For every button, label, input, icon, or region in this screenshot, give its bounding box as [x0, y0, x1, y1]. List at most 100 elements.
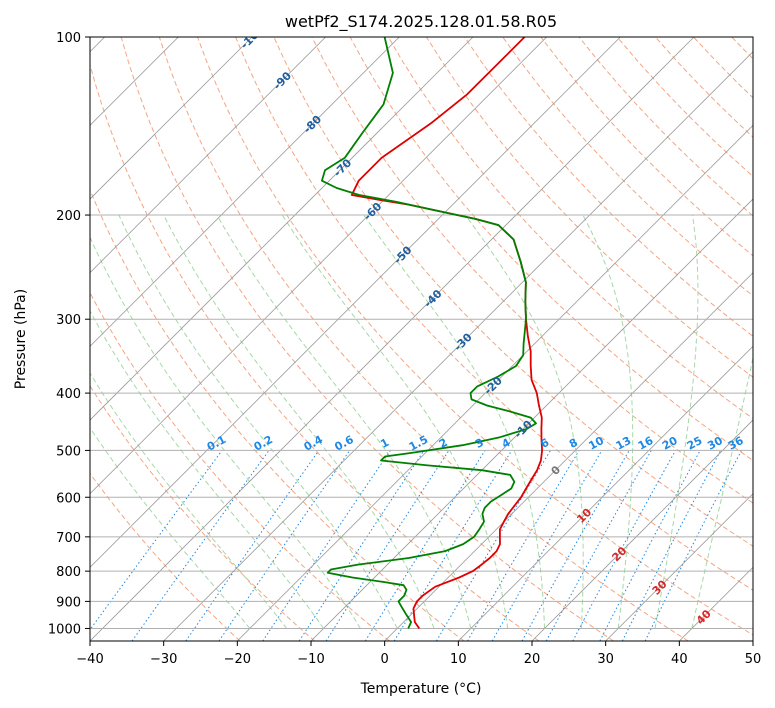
- y-tick-label: 200: [56, 209, 81, 224]
- isotherm-label: -80: [301, 113, 324, 136]
- isotherm-label: 10: [574, 506, 594, 526]
- temperature-line: [350, 37, 543, 630]
- x-tick-label: 40: [671, 652, 688, 667]
- x-tick-label: −40: [76, 652, 103, 667]
- mixing-ratio-line: [262, 450, 391, 641]
- moist-adiabat-line: [216, 214, 472, 629]
- isotherm-label: -40: [421, 287, 444, 310]
- isotherm-line: [310, 198, 753, 641]
- dry-adiabat-line: [90, 384, 316, 641]
- mixing-ratio-label: 25: [685, 434, 705, 453]
- isotherm-line: [458, 345, 753, 641]
- mixing-ratio-line: [185, 450, 320, 641]
- mixing-ratio-label: 6: [539, 436, 552, 451]
- isotherm-line: [90, 37, 253, 200]
- x-tick-label: −20: [224, 652, 251, 667]
- mixing-ratio-label: 36: [726, 434, 746, 453]
- moist-adiabat-line: [582, 214, 634, 629]
- mixing-ratio-label: 10: [586, 434, 606, 453]
- mixing-ratio-line: [90, 450, 223, 631]
- isotherm-line: [605, 493, 753, 641]
- dry-adiabat-line: [349, 37, 753, 462]
- x-tick-label: −10: [297, 652, 324, 667]
- isotherm-line: [163, 51, 753, 641]
- y-axis-label: Pressure (hPa): [13, 289, 29, 389]
- isotherm-line: [90, 37, 474, 421]
- x-tick-label: 10: [450, 652, 467, 667]
- isotherm-line: [90, 37, 621, 568]
- dry-adiabat-line: [90, 291, 390, 641]
- isotherm-label: -60: [361, 200, 384, 223]
- isotherm-label: -90: [271, 69, 294, 92]
- dewpoint-line: [320, 37, 537, 629]
- isotherm-line: [679, 566, 753, 641]
- isotherm-line: [90, 37, 547, 495]
- dry-adiabat-line: [655, 37, 753, 138]
- chart-title: wetPf2_S174.2025.128.01.58.R05: [285, 12, 557, 32]
- dry-adiabat-line: [770, 37, 775, 641]
- dry-adiabat-line: [425, 37, 753, 378]
- y-tick-label: 1000: [48, 622, 81, 637]
- dry-adiabat-line: [90, 62, 540, 641]
- mixing-ratio-line: [218, 450, 351, 641]
- y-tick-label: 600: [56, 491, 81, 506]
- dry-adiabat-line: [502, 37, 753, 297]
- moist-adiabat-line: [90, 236, 361, 629]
- mixing-ratio-line: [325, 450, 450, 641]
- isotherm-label: -50: [391, 243, 414, 266]
- plot-frame: [89, 36, 754, 642]
- x-tick-label: 30: [597, 652, 614, 667]
- isotherm-line: [752, 640, 753, 641]
- isotherm-line: [384, 272, 753, 641]
- moist-adiabat-line: [90, 310, 324, 629]
- x-tick-label: 0: [381, 652, 389, 667]
- dry-adiabat-line: [158, 37, 689, 641]
- y-tick-label: 400: [56, 387, 81, 402]
- y-tick-label: 800: [56, 565, 81, 580]
- y-tick-label: 700: [56, 531, 81, 546]
- mixing-ratio-line: [545, 450, 652, 641]
- mixing-ratio-label: 3: [473, 436, 486, 451]
- x-tick-label: −30: [150, 652, 177, 667]
- x-axis: −40 −30 −20 −10 0 10 20 30 40 50: [76, 641, 761, 667]
- dry-adiabat-line: [90, 188, 465, 641]
- isotherm-label: -30: [452, 330, 475, 353]
- dry-adiabat-line: [273, 37, 753, 547]
- mixing-ratio-line: [467, 450, 580, 641]
- dry-adiabat-line: [693, 37, 753, 99]
- mixing-ratio-label: 20: [660, 434, 680, 453]
- moist-adiabat-line: [281, 214, 509, 629]
- mixing-ratio-line: [521, 450, 630, 641]
- dry-adiabat-line: [90, 472, 241, 641]
- isotherm-label: -70: [331, 156, 354, 179]
- moist-adiabat-line: [118, 214, 398, 629]
- mixing-ratio-line: [644, 450, 742, 641]
- x-tick-label: 20: [524, 652, 541, 667]
- mixing-ratio-line: [435, 450, 552, 641]
- isotherm-label: -20: [482, 374, 505, 397]
- dry-adiabat-line: [120, 37, 614, 641]
- mixing-ratio-label: 8: [567, 436, 580, 451]
- dry-adiabat-line: [197, 37, 753, 636]
- isotherm-line: [237, 124, 753, 641]
- moist-adiabat-line: [654, 214, 699, 629]
- mixing-ratio-line: [572, 450, 676, 641]
- mixing-ratio-line: [393, 450, 513, 641]
- mixing-ratio-label: 13: [614, 434, 634, 453]
- pressure-grid: [90, 37, 753, 629]
- moist-adiabat-line: [691, 355, 753, 629]
- y-tick-label: 100: [56, 31, 81, 46]
- isotherm-line: [90, 37, 695, 641]
- isotherm-line: [531, 419, 753, 641]
- x-tick-label: 50: [745, 652, 762, 667]
- mixing-ratio-label: 30: [705, 434, 725, 453]
- dry-adiabat-line: [235, 37, 753, 591]
- sounding-series: [320, 37, 543, 630]
- y-axis: 100 200 300 400 500 600 700 800 900 1000: [48, 31, 90, 637]
- mixing-ratio-label: 4: [500, 436, 513, 451]
- mixing-ratio-line: [298, 450, 425, 641]
- y-tick-label: 500: [56, 444, 81, 459]
- isotherm-label: 0: [549, 463, 564, 478]
- isotherm-label: -10: [512, 417, 535, 440]
